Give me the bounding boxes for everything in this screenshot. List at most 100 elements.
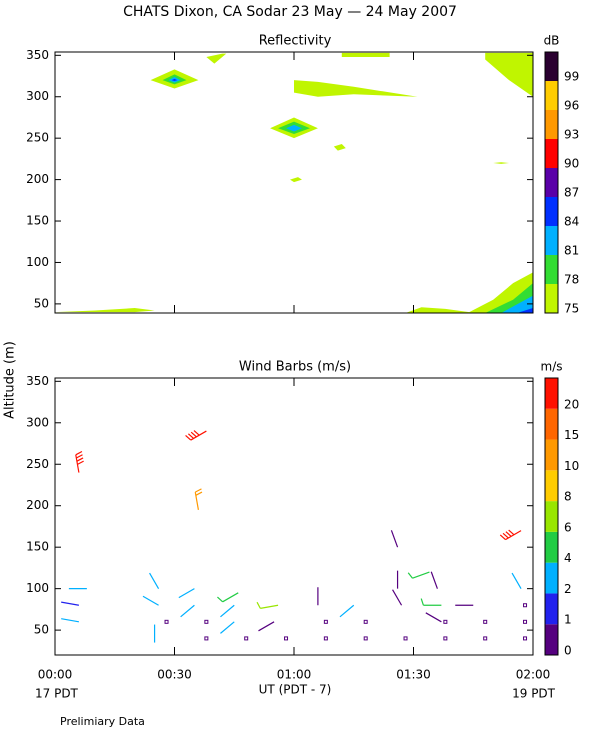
barb-staff — [425, 612, 442, 623]
contour-layer — [55, 52, 533, 313]
barb-feather — [185, 434, 192, 441]
colorbar-band — [545, 408, 558, 440]
x-start-note: 17 PDT — [35, 687, 79, 701]
wind-barb — [61, 601, 80, 606]
colorbar-tick-label: 84 — [564, 215, 579, 229]
barb-staff — [142, 595, 159, 606]
wind-barb — [256, 601, 279, 609]
barb-feather — [190, 431, 197, 438]
calm-marker — [523, 619, 528, 624]
barb-feather — [499, 534, 506, 541]
colorbar-band — [545, 624, 558, 655]
main-title: CHATS Dixon, CA Sodar 23 May — 24 May 20… — [123, 4, 457, 20]
barb-staff — [180, 604, 195, 618]
y-axis-label: Altitude (m) — [3, 341, 18, 419]
y-tick-label: 350 — [26, 374, 49, 388]
wind-barb — [339, 604, 355, 618]
wind-barb — [511, 572, 522, 589]
wind-barb — [185, 430, 207, 441]
colorbar-label: m/s — [541, 360, 563, 374]
wind-barb — [75, 451, 84, 473]
y-tick-label: 200 — [26, 172, 49, 186]
colorbar-band — [545, 197, 558, 226]
colorbar-band — [545, 562, 558, 594]
wind-barb — [194, 488, 203, 510]
x-axis-label: UT (PDT - 7) — [259, 683, 332, 697]
colorbar-band — [545, 226, 558, 255]
barb-feather — [502, 532, 509, 539]
barb-feather — [76, 454, 83, 459]
colorbar-label: dB — [544, 34, 560, 48]
barb-feather — [256, 601, 261, 609]
colorbar-tick-label: 8 — [564, 490, 572, 504]
barb-feather — [505, 531, 512, 537]
x-end-note: 19 PDT — [512, 687, 556, 701]
contour-region — [290, 177, 302, 183]
barb-feather — [195, 491, 203, 496]
wind-barb — [499, 529, 522, 541]
contour-region — [501, 295, 533, 313]
colorbar-tick-label: 99 — [564, 70, 579, 84]
contour-region — [171, 78, 178, 81]
barb-feather — [75, 451, 83, 456]
calm-marker — [244, 636, 249, 641]
barb-staff — [412, 571, 430, 579]
y-tick-label: 250 — [26, 131, 49, 145]
wind-barb — [61, 618, 80, 623]
calm-marker — [323, 619, 328, 624]
colorbar-band — [545, 255, 558, 284]
barb-staff — [222, 592, 239, 603]
barb-staff — [392, 589, 403, 606]
y-tick-label: 50 — [34, 623, 49, 637]
colorbar-tick-label: 78 — [564, 273, 579, 287]
calm-marker — [523, 636, 528, 641]
y-tick-label: 100 — [26, 255, 49, 269]
calm-marker — [443, 636, 448, 641]
y-tick-label: 100 — [26, 581, 49, 595]
calm-marker — [523, 603, 528, 608]
barb-staff — [61, 601, 80, 606]
colorbar-tick-label: 10 — [564, 459, 579, 473]
barb-feather — [187, 433, 194, 439]
footer: Prelimiary Data — [60, 715, 145, 728]
x-tick-label: 01:00 — [277, 668, 312, 682]
colorbar-tick-label: 6 — [564, 520, 572, 534]
barb-staff — [220, 621, 235, 634]
wind-barb — [407, 571, 430, 579]
barb-feather — [77, 460, 84, 465]
contour-region — [493, 162, 510, 164]
barb-feather — [193, 430, 200, 436]
colorbar-band — [545, 284, 558, 313]
barb-staff — [220, 604, 235, 618]
calm-marker — [204, 619, 209, 624]
barb-staff — [339, 604, 355, 618]
barb-staff — [260, 604, 279, 609]
contour-region — [333, 143, 346, 151]
colorbar-tick-label: 90 — [564, 157, 579, 171]
calm-marker — [443, 619, 448, 624]
contour-region — [341, 52, 390, 57]
x-tick-label: 02:00 — [516, 668, 551, 682]
calm-marker — [363, 636, 368, 641]
colorbar-tick-label: 93 — [564, 128, 579, 142]
barb-staff — [149, 572, 160, 589]
x-tick-label: 01:30 — [396, 668, 431, 682]
colorbar-tick-label: 1 — [564, 613, 572, 627]
wind-barb — [390, 530, 399, 548]
colorbar-band — [545, 110, 558, 139]
y-tick-label: 150 — [26, 214, 49, 228]
wind-barb — [220, 604, 235, 618]
contour-region — [294, 80, 418, 97]
colorbar-band — [545, 531, 558, 563]
colorbar-tick-label: 96 — [564, 99, 579, 113]
calm-marker — [164, 619, 169, 624]
colorbar-tick-label: 4 — [564, 551, 572, 565]
wind-barb — [142, 595, 159, 606]
barb-staff — [390, 530, 399, 548]
plot-frame — [54, 377, 534, 656]
colorbar-band — [545, 593, 558, 625]
panel-title: Reflectivity — [259, 34, 332, 49]
wind-barb — [430, 571, 438, 589]
wind-barb — [220, 621, 235, 634]
